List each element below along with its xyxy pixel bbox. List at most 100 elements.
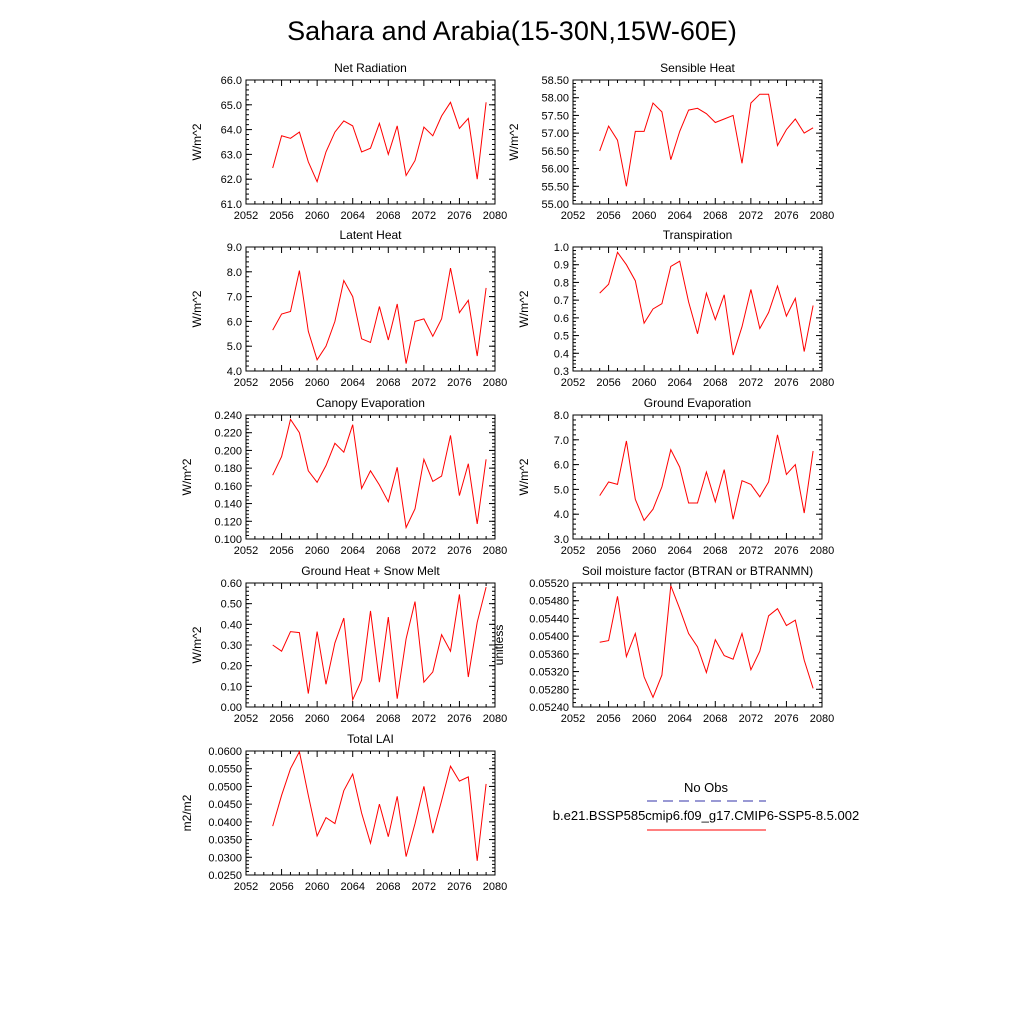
legend-model-label: b.e21.BSSP585cmip6.f09_g17.CMIP6-SSP5-8.…	[553, 808, 859, 823]
x-tick-label: 2076	[774, 377, 798, 389]
y-tick-label: 7.0	[554, 435, 569, 447]
y-tick-label: 62.0	[221, 174, 242, 186]
x-tick-label: 2064	[667, 377, 691, 389]
x-tick-label: 2068	[703, 545, 727, 557]
y-tick-label: 55.00	[541, 199, 569, 211]
y-tick-label: 0.0400	[208, 817, 242, 829]
x-tick-label: 2060	[305, 210, 329, 222]
x-tick-label: 2072	[739, 713, 763, 725]
series-line	[599, 434, 814, 522]
panel-title: Soil moisture factor (BTRAN or BTRANMN)	[582, 564, 813, 578]
y-tick-label: 0.05440	[529, 613, 569, 625]
series-line	[272, 418, 487, 530]
y-tick-label: 4.0	[227, 366, 242, 378]
x-tick-label: 2080	[810, 545, 834, 557]
y-tick-label: 0.05520	[529, 578, 569, 590]
y-tick-label: 4.0	[554, 509, 569, 521]
y-tick-label: 63.0	[221, 149, 242, 161]
y-axis-label: W/m^2	[507, 123, 521, 160]
panel-title: Total LAI	[347, 732, 394, 746]
panel-frame	[572, 79, 823, 205]
panel-title: Latent Heat	[339, 228, 402, 242]
x-tick-label: 2076	[447, 377, 471, 389]
panel-frame	[572, 414, 823, 540]
y-tick-label: 0.240	[214, 410, 242, 422]
x-tick-label: 2072	[739, 210, 763, 222]
series-line	[272, 750, 487, 861]
x-tick-label: 2060	[305, 713, 329, 725]
x-tick-label: 2072	[412, 713, 436, 725]
x-tick-label: 2056	[269, 713, 293, 725]
y-tick-label: 57.50	[541, 110, 569, 122]
y-tick-label: 0.20	[221, 661, 242, 673]
panel-title: Transpiration	[663, 228, 733, 242]
y-tick-label: 55.50	[541, 181, 569, 193]
x-tick-label: 2076	[447, 210, 471, 222]
x-tick-label: 2052	[234, 377, 258, 389]
y-axis-label: W/m^2	[190, 123, 204, 160]
x-tick-label: 2080	[483, 210, 507, 222]
series-line	[599, 251, 814, 356]
x-tick-label: 2064	[667, 713, 691, 725]
panel: Latent Heat 2052 2056 2060 2064 2068 2072 2076 2…	[190, 228, 507, 389]
series-line	[272, 268, 487, 364]
y-tick-label: 6.0	[554, 460, 569, 472]
x-tick-label: 2052	[561, 545, 585, 557]
x-tick-label: 2056	[596, 377, 620, 389]
y-axis-label: W/m^2	[517, 458, 531, 495]
x-tick-label: 2064	[340, 713, 364, 725]
y-tick-label: 5.0	[227, 341, 242, 353]
y-axis-label: W/m^2	[517, 290, 531, 327]
x-tick-label: 2056	[269, 545, 293, 557]
x-tick-label: 2064	[340, 545, 364, 557]
x-tick-label: 2056	[269, 210, 293, 222]
x-tick-label: 2072	[412, 210, 436, 222]
y-tick-label: 0.0500	[208, 781, 242, 793]
x-tick-label: 2068	[376, 881, 400, 893]
y-tick-label: 0.60	[221, 578, 242, 590]
y-tick-label: 0.100	[214, 534, 242, 546]
y-tick-label: 0.0450	[208, 799, 242, 811]
y-tick-label: 65.0	[221, 100, 242, 112]
y-tick-label: 3.0	[554, 534, 569, 546]
x-tick-label: 2052	[561, 210, 585, 222]
panel-title: Net Radiation	[334, 61, 407, 75]
x-tick-label: 2080	[483, 713, 507, 725]
x-tick-label: 2076	[774, 713, 798, 725]
x-tick-label: 2068	[376, 377, 400, 389]
y-tick-label: 0.5	[554, 331, 569, 343]
y-tick-label: 8.0	[554, 410, 569, 422]
x-tick-label: 2060	[632, 713, 656, 725]
x-tick-label: 2056	[596, 545, 620, 557]
x-tick-label: 2080	[810, 377, 834, 389]
x-tick-label: 2052	[234, 210, 258, 222]
x-tick-label: 2064	[340, 377, 364, 389]
y-tick-label: 0.0550	[208, 764, 242, 776]
figure-title: Sahara and Arabia(15-30N,15W-60E)	[287, 16, 737, 46]
y-tick-label: 0.05400	[529, 631, 569, 643]
panel-frame	[245, 414, 496, 540]
x-tick-label: 2080	[483, 377, 507, 389]
y-tick-label: 0.05280	[529, 684, 569, 696]
y-tick-label: 7.0	[227, 292, 242, 304]
x-tick-label: 2068	[376, 713, 400, 725]
x-tick-label: 2080	[810, 713, 834, 725]
y-tick-label: 9.0	[227, 242, 242, 254]
panel-frame	[245, 79, 496, 205]
y-tick-label: 0.10	[221, 681, 242, 693]
y-tick-label: 0.160	[214, 481, 242, 493]
panel: Soil moisture factor (BTRAN or BTRANMN) 2…	[492, 564, 834, 725]
series-line	[599, 585, 814, 699]
y-axis-label: unitless	[492, 625, 506, 666]
panel: Canopy Evaporation 2052 2056 2060 2064 2068 20…	[180, 396, 507, 557]
y-tick-label: 1.0	[554, 242, 569, 254]
x-tick-label: 2060	[632, 545, 656, 557]
y-axis-label: W/m^2	[190, 626, 204, 663]
y-axis-label: W/m^2	[190, 290, 204, 327]
panel: Transpiration 2052 2056 2060 2064 2068 2072 207…	[517, 228, 834, 389]
y-tick-label: 0.200	[214, 445, 242, 457]
x-tick-label: 2060	[632, 210, 656, 222]
y-tick-label: 0.0250	[208, 870, 242, 882]
x-tick-label: 2056	[269, 881, 293, 893]
